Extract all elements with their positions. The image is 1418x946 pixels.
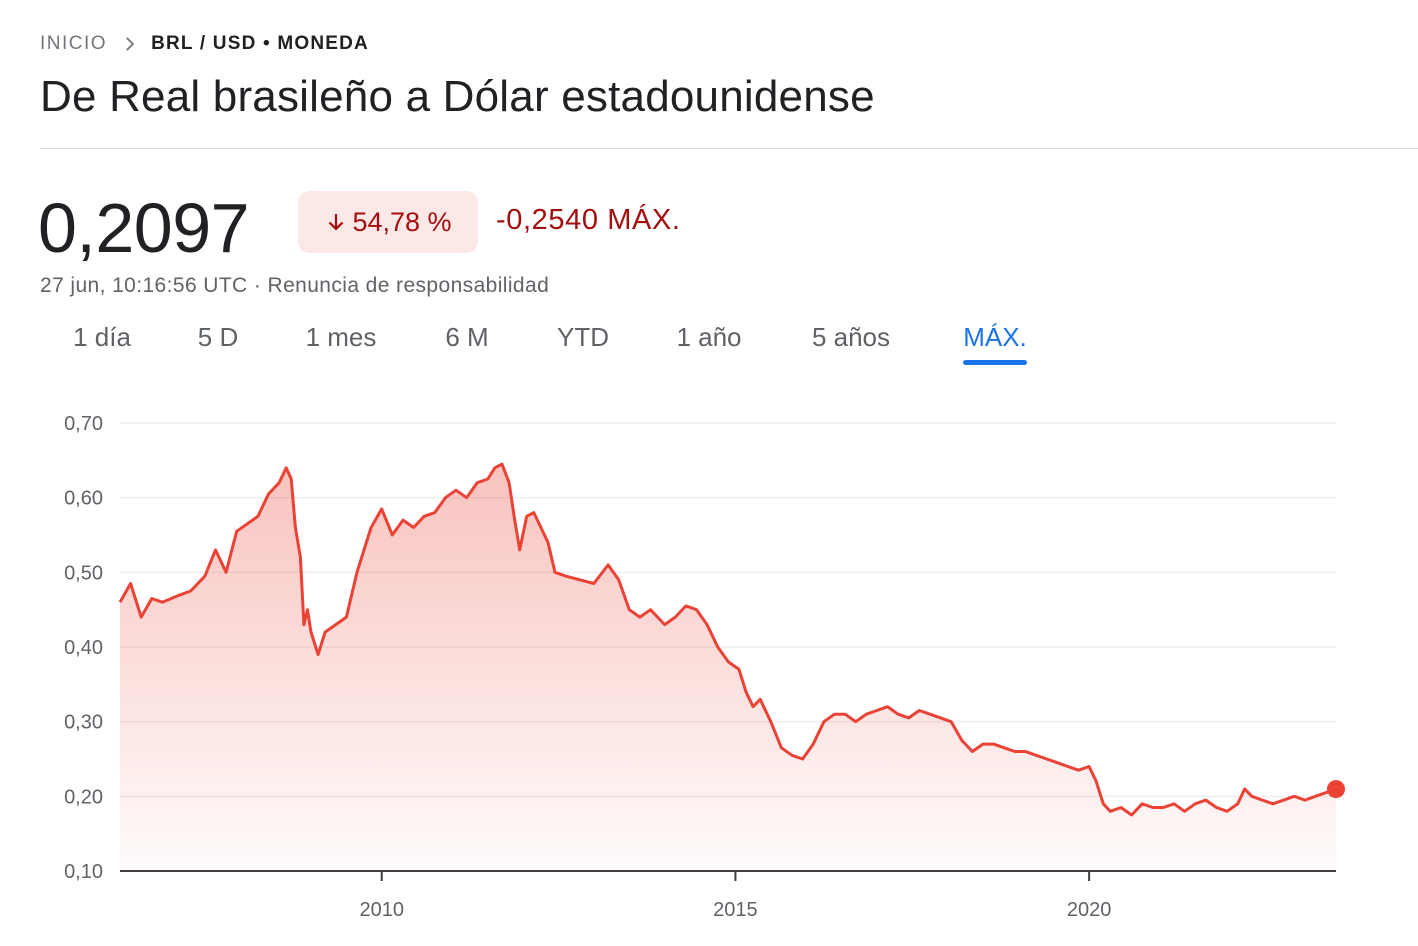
series-area [120, 464, 1336, 871]
current-price: 0,2097 [38, 189, 250, 267]
y-tick-label: 0,30 [64, 712, 103, 734]
x-tick-label: 2010 [359, 899, 404, 921]
x-axis: 2010 2015 2020 [359, 871, 1111, 921]
header-divider [40, 148, 1418, 149]
y-tick-label: 0,50 [64, 562, 103, 584]
tab-5-days[interactable]: 5 D [197, 322, 239, 352]
tab-1-day[interactable]: 1 día [73, 322, 131, 352]
active-tab-indicator [963, 360, 1027, 365]
y-axis: 0,70 0,60 0,50 0,40 0,30 0,20 0,10 [64, 413, 103, 883]
time-range-tabs: 1 día 5 D 1 mes 6 M YTD 1 año 5 años MÁX… [0, 322, 1100, 372]
y-tick-label: 0,10 [64, 861, 103, 883]
y-tick-label: 0,60 [64, 488, 103, 510]
meta-separator: · [247, 274, 268, 297]
change-percent: 54,78 % [352, 206, 452, 237]
disclaimer-link[interactable]: Renuncia de responsabilidad [267, 274, 550, 297]
y-tick-label: 0,40 [64, 637, 103, 659]
quote-timestamp: 27 jun, 10:16:56 UTC [40, 274, 248, 297]
x-tick-label: 2015 [713, 899, 758, 921]
x-tick-label: 2020 [1067, 899, 1112, 921]
chevron-right-icon [119, 33, 141, 55]
tab-6-months[interactable]: 6 M [445, 322, 489, 352]
breadcrumb-current: BRL / USD • MONEDA [151, 33, 369, 54]
breadcrumb: INICIO BRL / USD • MONEDA [40, 33, 369, 55]
tab-1-year[interactable]: 1 año [676, 322, 742, 352]
price-chart: 0,70 0,60 0,50 0,40 0,30 0,20 0,10 2010 2015 202… [64, 413, 1345, 921]
change-percent-badge: 54,78 % [298, 191, 478, 253]
y-tick-label: 0,70 [64, 413, 103, 435]
quote-meta: 27 jun, 10:16:56 UTC · Renuncia de respo… [40, 274, 549, 298]
tab-ytd[interactable]: YTD [557, 322, 609, 352]
breadcrumb-home-link[interactable]: INICIO [40, 33, 108, 54]
tab-5-years[interactable]: 5 años [811, 322, 891, 352]
last-point-marker[interactable] [1327, 780, 1345, 799]
series-line [118, 462, 1337, 817]
arrow-down-icon [329, 214, 344, 231]
page-title: De Real brasileño a Dólar estadounidense [40, 72, 875, 121]
change-absolute: -0,2540 MÁX. [496, 204, 681, 236]
tab-1-month[interactable]: 1 mes [305, 322, 377, 352]
y-tick-label: 0,20 [64, 786, 103, 808]
tab-max[interactable]: MÁX. [963, 322, 1027, 352]
